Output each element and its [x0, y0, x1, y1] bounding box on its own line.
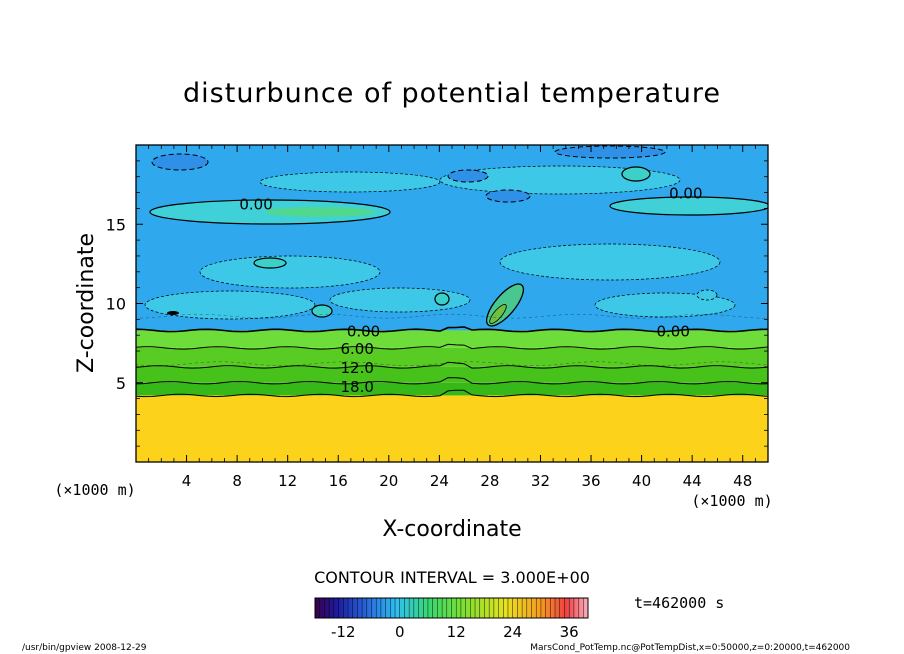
- band-0: [136, 395, 768, 462]
- colorbar-tick-label: -12: [331, 623, 356, 641]
- contour-label: 12.0: [340, 359, 373, 377]
- band-4: [136, 330, 768, 348]
- contour-line-4: [136, 343, 768, 350]
- plot-features: [144, 145, 768, 327]
- contour-line-1: [136, 389, 768, 398]
- colorbar-tick-label: 0: [395, 623, 405, 641]
- colorbar-tick-label: 12: [447, 623, 466, 641]
- contour-line-5: [136, 326, 768, 333]
- x-tick-label: 36: [581, 472, 600, 490]
- positive-cell-2: [253, 257, 287, 269]
- colorbar-tick-label: 36: [560, 623, 579, 641]
- band-3: [136, 347, 768, 367]
- side-patch: [696, 289, 718, 301]
- y-tick-label: 10: [106, 295, 126, 314]
- y-unit-label: (×1000 m): [54, 481, 135, 499]
- upper-patch-1: [259, 171, 441, 193]
- upper-anomaly-left-core: [265, 207, 375, 217]
- x-unit-label: (×1000 m): [691, 492, 772, 510]
- mid-patch-3: [329, 287, 471, 313]
- x-tick-label: 16: [329, 472, 348, 490]
- contour-label: 18.0: [340, 378, 373, 396]
- x-tick-label: 4: [182, 472, 192, 490]
- contour-interval: CONTOUR INTERVAL = 3.000E+00: [314, 568, 590, 587]
- footer-left: /usr/bin/gpview 2008-12-29: [22, 643, 147, 653]
- band-1: [136, 382, 768, 396]
- dashed-contour-0: [136, 361, 767, 366]
- y-tick-label: 5: [116, 374, 126, 393]
- contour-label: 0.00: [656, 322, 689, 340]
- negative-cell-3: [485, 189, 531, 203]
- mid-patch-5: [594, 292, 736, 318]
- contour-line-3: [136, 361, 768, 369]
- contour-label: 6.00: [340, 340, 373, 358]
- y-axis: 5 10 15: [106, 160, 768, 447]
- x-tick-label: 12: [278, 472, 297, 490]
- x-tick-label: 40: [632, 472, 651, 490]
- colorbar-stripes: [319, 598, 584, 618]
- contour-lines: [136, 313, 768, 398]
- positive-cell-3: [311, 304, 333, 318]
- x-tick-label: 28: [480, 472, 499, 490]
- y-axis-label: Z-coordinate: [74, 233, 99, 373]
- negative-cell-2: [447, 169, 489, 183]
- x-tick-label: 32: [531, 472, 550, 490]
- dashed-contour-1: [136, 313, 767, 319]
- time-label: t=462000 s: [634, 594, 724, 612]
- x-axis-label: X-coordinate: [382, 517, 521, 542]
- upper-patch-2: [439, 165, 681, 195]
- band-2: [136, 366, 768, 383]
- mid-patch-1: [199, 255, 381, 289]
- colorbar-ticks: -12 0 12 24 36: [331, 623, 579, 641]
- x-tick-label: 8: [232, 472, 242, 490]
- negative-cell-4: [554, 145, 666, 159]
- mid-patch-2: [144, 290, 316, 320]
- chart-title: disturbunce of potential temperature: [183, 78, 721, 109]
- positive-cell-1: [621, 166, 651, 182]
- mid-patch-4: [499, 243, 721, 281]
- plot-area: [136, 145, 768, 462]
- positive-cell-4: [434, 292, 450, 306]
- contour-label: 0.00: [239, 196, 272, 214]
- x-tick-label: 44: [683, 472, 702, 490]
- x-tick-label: 24: [430, 472, 449, 490]
- contour-line-2: [136, 377, 768, 385]
- contour-label: 0.00: [669, 185, 702, 203]
- footer-right: MarsCond_PotTemp.nc@PotTempDist,x=0:5000…: [530, 643, 850, 653]
- x-tick-label: 20: [379, 472, 398, 490]
- x-tick-label: 48: [733, 472, 752, 490]
- x-axis: 4 8 12 16 20 24 28 32 36 40 44 48: [148, 145, 756, 490]
- small-cell: [167, 311, 179, 315]
- colorbar-tick-label: 24: [503, 623, 522, 641]
- contour-label: 0.00: [347, 322, 380, 340]
- plume-core: [489, 304, 507, 324]
- y-tick-label: 15: [106, 215, 126, 234]
- upper-anomaly-right: [609, 196, 768, 216]
- negative-cell-1: [151, 153, 209, 171]
